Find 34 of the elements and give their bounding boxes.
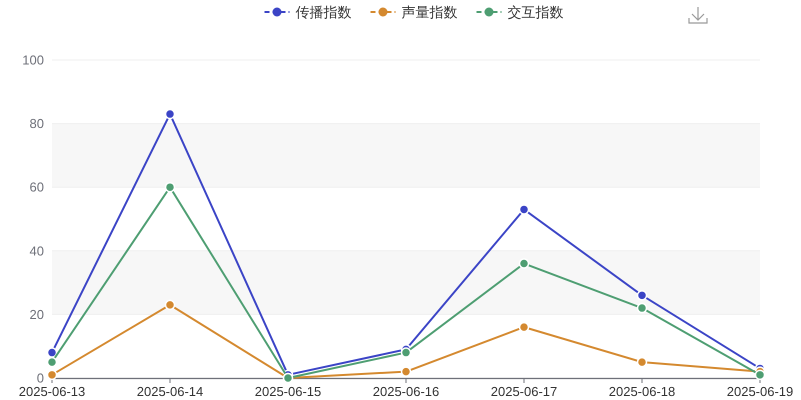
xtick: 2025-06-19 bbox=[726, 384, 794, 399]
xtick: 2025-06-16 bbox=[372, 384, 440, 399]
point bbox=[636, 302, 648, 314]
point bbox=[754, 370, 766, 380]
xtick: 2025-06-13 bbox=[18, 384, 86, 399]
point bbox=[164, 300, 176, 310]
legend-item: 交互指数 bbox=[476, 4, 564, 20]
xtick: 2025-06-14 bbox=[136, 384, 204, 399]
point bbox=[400, 347, 412, 358]
point bbox=[46, 356, 58, 368]
legend-item: 声量指数 bbox=[370, 4, 458, 20]
legend-label: 声量指数 bbox=[402, 4, 458, 20]
point bbox=[46, 370, 58, 380]
point bbox=[518, 204, 530, 215]
ytick: 20 bbox=[30, 306, 44, 322]
legend-label: 交互指数 bbox=[508, 4, 564, 20]
point bbox=[46, 347, 58, 358]
point bbox=[400, 366, 412, 377]
xtick: 2025-06-15 bbox=[254, 384, 322, 399]
ytick: 100 bbox=[22, 52, 44, 68]
point bbox=[518, 322, 530, 332]
point bbox=[636, 290, 648, 301]
point bbox=[636, 356, 648, 368]
point bbox=[164, 182, 176, 192]
ytick: 0 bbox=[36, 370, 44, 386]
point bbox=[164, 108, 176, 120]
xtick: 2025-06-17 bbox=[490, 384, 558, 399]
xtick: 2025-06-18 bbox=[608, 384, 676, 399]
point bbox=[518, 258, 530, 269]
legend-label: 传播指数 bbox=[296, 4, 352, 20]
ytick: 40 bbox=[30, 243, 44, 258]
ytick: 80 bbox=[30, 116, 44, 132]
ytick: 60 bbox=[30, 180, 44, 195]
legend-item: 传播指数 bbox=[264, 4, 352, 20]
